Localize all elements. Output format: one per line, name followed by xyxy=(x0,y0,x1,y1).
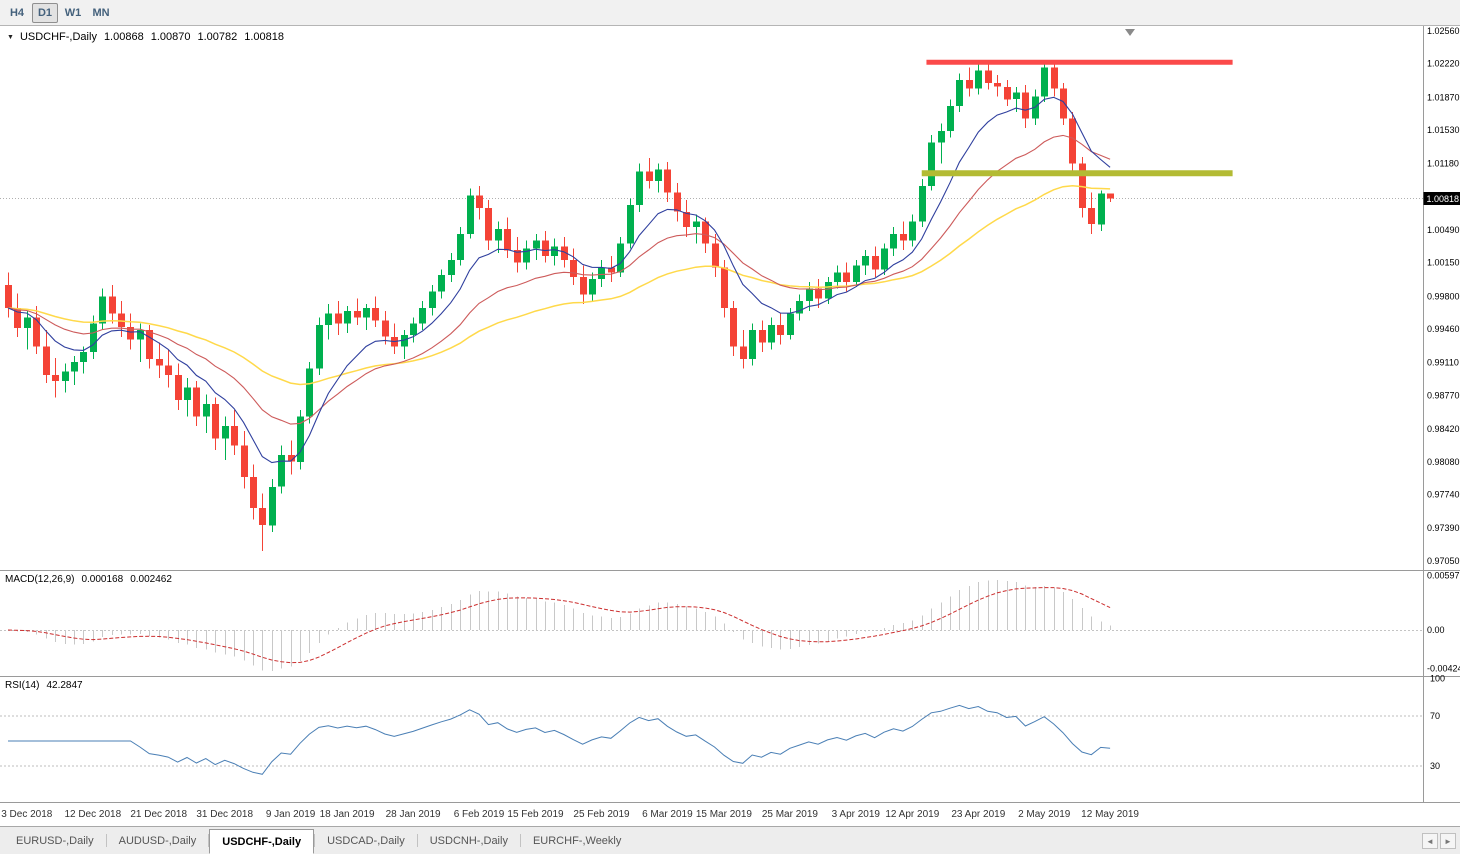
macd-panel-header: MACD(12,26,9) 0.000168 0.002462 xyxy=(5,574,172,585)
tab-usdcnh[interactable]: USDCNH-,Daily xyxy=(429,834,508,847)
svg-text:1.02220: 1.02220 xyxy=(1427,59,1460,69)
svg-text:0.98770: 0.98770 xyxy=(1427,390,1460,400)
rsi-panel-header: RSI(14) 42.2847 xyxy=(5,680,83,691)
macd-signal-value: 0.002462 xyxy=(130,574,172,585)
timeframe-toolbar: H4 D1 W1 MN xyxy=(0,0,1460,26)
tab-separator xyxy=(519,834,521,847)
svg-text:6 Mar 2019: 6 Mar 2019 xyxy=(642,809,693,820)
tab-eurchf[interactable]: EURCHF-,Weekly xyxy=(532,834,622,847)
svg-text:0.98420: 0.98420 xyxy=(1427,424,1460,434)
svg-text:1.01180: 1.01180 xyxy=(1427,159,1459,169)
svg-text:18 Jan 2019: 18 Jan 2019 xyxy=(320,809,375,820)
tab-eurusd[interactable]: EURUSD-,Daily xyxy=(16,834,94,847)
chart-header: ▼ USDCHF-,Daily 1.00868 1.00870 1.00782 … xyxy=(7,31,284,43)
svg-text:1.01530: 1.01530 xyxy=(1427,125,1460,135)
rsi-levels xyxy=(0,715,1423,767)
svg-text:1.00818: 1.00818 xyxy=(1427,194,1460,204)
svg-text:21 Dec 2018: 21 Dec 2018 xyxy=(130,809,187,820)
macd-axis-labels: 0.00597 0.00 -0.00424 xyxy=(1427,571,1460,674)
svg-text:1.00150: 1.00150 xyxy=(1427,258,1460,268)
svg-text:0.99460: 0.99460 xyxy=(1427,324,1460,334)
rsi-label: RSI(14) xyxy=(5,680,40,691)
ma-line-45 xyxy=(7,184,1111,386)
svg-text:12 Dec 2018: 12 Dec 2018 xyxy=(64,809,121,820)
svg-text:0.97390: 0.97390 xyxy=(1427,523,1460,533)
svg-text:0.98080: 0.98080 xyxy=(1427,457,1460,467)
ohlc-close: 1.00818 xyxy=(244,31,284,43)
ohlc-high: 1.00870 xyxy=(150,31,191,43)
tab-scroll-right-icon[interactable]: ► xyxy=(1440,833,1456,849)
svg-text:0.99800: 0.99800 xyxy=(1427,291,1460,301)
timeframe-button-d1[interactable]: D1 xyxy=(32,2,58,23)
svg-text:2 May 2019: 2 May 2019 xyxy=(1018,809,1071,820)
chart-tabs-bar: EURUSD-,Daily AUDUSD-,Daily USDCHF-,Daily U… xyxy=(0,826,1460,854)
svg-text:0.00: 0.00 xyxy=(1427,625,1445,635)
panel-separators xyxy=(0,26,1460,803)
svg-text:0.00597: 0.00597 xyxy=(1427,571,1460,581)
macd-main-value: 0.000168 xyxy=(81,574,124,585)
chart-shift-marker[interactable] xyxy=(1125,29,1135,36)
ma-line-21 xyxy=(7,134,1111,425)
svg-text:9 Jan 2019: 9 Jan 2019 xyxy=(266,809,316,820)
svg-text:3 Apr 2019: 3 Apr 2019 xyxy=(832,809,881,820)
svg-text:3 Dec 2018: 3 Dec 2018 xyxy=(1,809,53,820)
svg-text:6 Feb 2019: 6 Feb 2019 xyxy=(454,809,505,820)
timeframe-button-mn[interactable]: MN xyxy=(92,6,110,19)
tab-separator xyxy=(416,834,418,847)
svg-text:25 Feb 2019: 25 Feb 2019 xyxy=(573,809,630,820)
rsi-line xyxy=(8,704,1111,775)
timeframe-button-h4[interactable]: H4 xyxy=(9,6,25,19)
svg-text:30: 30 xyxy=(1430,761,1440,771)
svg-text:70: 70 xyxy=(1430,711,1440,721)
svg-text:0.97050: 0.97050 xyxy=(1427,556,1460,566)
chart-symbol-label: USDCHF-,Daily xyxy=(19,31,97,43)
svg-text:1.02560: 1.02560 xyxy=(1427,26,1460,36)
svg-text:28 Jan 2019: 28 Jan 2019 xyxy=(386,809,441,820)
rsi-axis-labels: 100 70 30 xyxy=(1430,674,1445,772)
svg-text:1.00490: 1.00490 xyxy=(1427,225,1460,235)
tab-separator xyxy=(208,834,210,847)
svg-text:100: 100 xyxy=(1430,674,1445,684)
svg-text:31 Dec 2018: 31 Dec 2018 xyxy=(196,809,253,820)
price-axis-labels: 1.02560 1.02220 1.01870 1.01530 1.01180 1.004… xyxy=(1427,26,1460,566)
tab-usdcad[interactable]: USDCAD-,Daily xyxy=(327,834,405,847)
tab-scroll-left-icon[interactable]: ◄ xyxy=(1422,833,1438,849)
ma-line-9 xyxy=(7,96,1111,464)
date-axis-labels: 3 Dec 2018 12 Dec 2018 21 Dec 2018 31 Dec 2… xyxy=(1,809,1139,820)
svg-text:12 May 2019: 12 May 2019 xyxy=(1081,809,1139,820)
timeframe-button-w1[interactable]: W1 xyxy=(64,6,82,19)
chart-background xyxy=(0,26,1460,826)
tab-usdchf[interactable]: USDCHF-,Daily xyxy=(209,829,315,854)
current-price-badge: 1.00818 xyxy=(1423,192,1460,205)
collapse-indicators-icon[interactable]: ▼ xyxy=(7,33,14,41)
svg-text:15 Mar 2019: 15 Mar 2019 xyxy=(696,809,753,820)
svg-text:0.99110: 0.99110 xyxy=(1427,358,1459,368)
chart-canvas[interactable]: 1.02560 1.02220 1.01870 1.01530 1.01180 1.004… xyxy=(0,0,1460,826)
rsi-value: 42.2847 xyxy=(46,680,83,691)
svg-text:1.01870: 1.01870 xyxy=(1427,92,1460,102)
svg-text:25 Mar 2019: 25 Mar 2019 xyxy=(762,809,819,820)
svg-text:15 Feb 2019: 15 Feb 2019 xyxy=(507,809,564,820)
chart-tabs: EURUSD-,Daily AUDUSD-,Daily USDCHF-,Daily U… xyxy=(0,827,633,854)
macd-signal-line xyxy=(7,587,1111,664)
tab-scroll-controls: ◄ ► xyxy=(1422,833,1456,849)
svg-text:12 Apr 2019: 12 Apr 2019 xyxy=(885,809,939,820)
ohlc-low: 1.00782 xyxy=(197,31,238,43)
tab-separator xyxy=(314,834,316,847)
svg-text:23 Apr 2019: 23 Apr 2019 xyxy=(951,809,1005,820)
tab-separator xyxy=(105,834,107,847)
tab-audusd[interactable]: AUDUSD-,Daily xyxy=(118,834,197,847)
macd-histogram xyxy=(16,580,1112,671)
svg-text:-0.00424: -0.00424 xyxy=(1427,664,1460,674)
macd-label: MACD(12,26,9) xyxy=(5,574,75,585)
ohlc-open: 1.00868 xyxy=(103,31,144,43)
svg-text:0.97740: 0.97740 xyxy=(1427,490,1460,500)
